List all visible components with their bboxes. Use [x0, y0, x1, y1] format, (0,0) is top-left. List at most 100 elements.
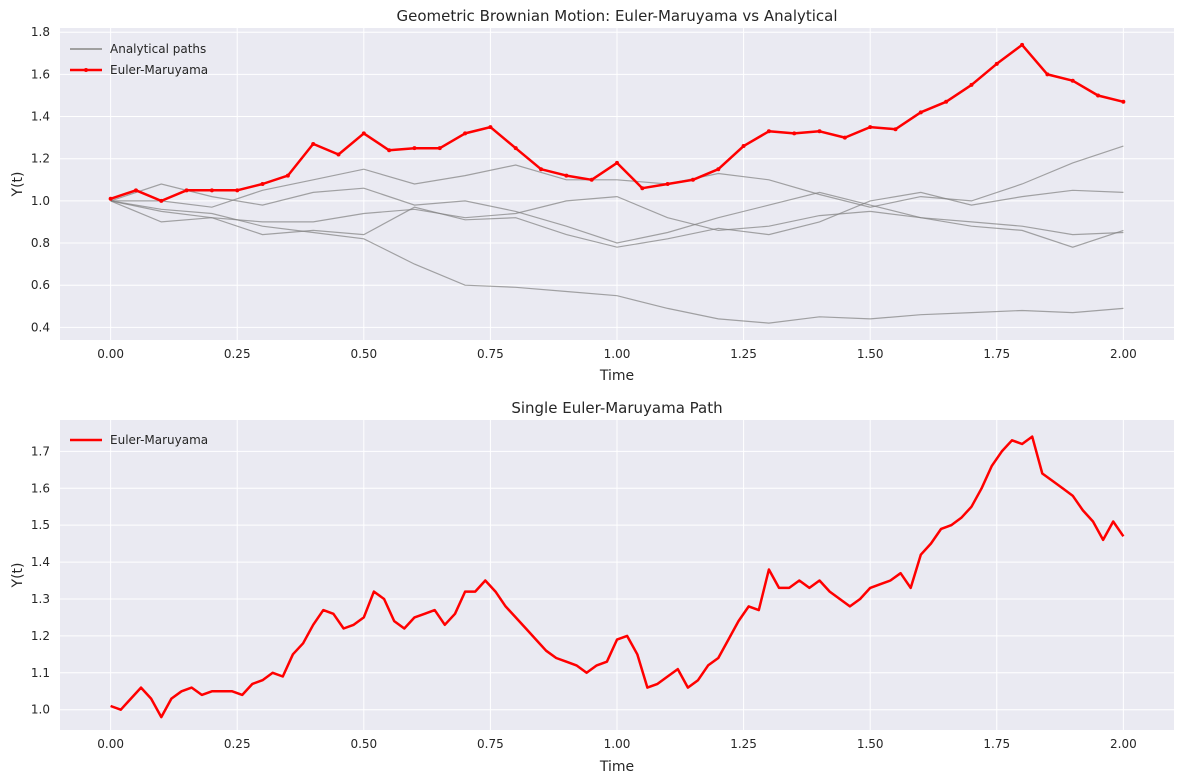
x-tick-label: 1.50 — [857, 737, 884, 751]
euler-maruyama-point — [1020, 42, 1025, 47]
euler-maruyama-point — [589, 177, 594, 182]
euler-maruyama-point — [994, 61, 999, 66]
legend-label-euler-bottom: Euler-Maruyama — [110, 433, 208, 447]
euler-maruyama-point — [944, 99, 949, 104]
analytical-path-line — [110, 183, 1124, 248]
euler-maruyama-point — [437, 146, 442, 151]
y-tick-label: 1.4 — [31, 555, 50, 569]
euler-maruyama-point — [741, 144, 746, 149]
euler-maruyama-point — [969, 82, 974, 87]
analytical-path-line — [110, 145, 1124, 208]
euler-maruyama-point — [412, 146, 417, 151]
euler-maruyama-point — [817, 129, 822, 134]
euler-maruyama-point — [918, 110, 923, 115]
euler-maruyama-point — [488, 125, 493, 130]
euler-maruyama-point — [108, 196, 113, 201]
euler-maruyama-point — [184, 188, 189, 193]
euler-maruyama-point — [766, 129, 771, 134]
x-tick-label: 1.25 — [730, 737, 757, 751]
y-tick-label: 1.5 — [31, 518, 50, 532]
euler-maruyama-point — [513, 146, 518, 151]
euler-maruyama-point — [842, 135, 847, 140]
bottom-y-axis-label: Y(t) — [10, 563, 26, 589]
euler-maruyama-point — [893, 127, 898, 132]
euler-maruyama-point — [387, 148, 392, 153]
euler-maruyama-point — [209, 188, 214, 193]
x-tick-label: 1.00 — [604, 737, 631, 751]
euler-maruyama-point — [690, 177, 695, 182]
euler-maruyama-point — [1070, 78, 1075, 83]
top-x-axis-label: Time — [599, 368, 634, 384]
euler-maruyama-point — [539, 167, 544, 172]
top-x-ticks: 0.00 0.25 0.50 0.75 1.00 1.25 1.50 1.75 2.00 — [97, 347, 1136, 361]
top-chart-title: Geometric Brownian Motion: Euler-Maruyam… — [396, 7, 837, 25]
euler-maruyama-point — [463, 131, 468, 136]
euler-maruyama-point — [336, 152, 341, 157]
x-tick-label: 1.50 — [857, 347, 884, 361]
y-tick-label: 1.4 — [31, 110, 50, 124]
euler-maruyama-point — [311, 141, 316, 146]
x-tick-label: 0.00 — [97, 347, 124, 361]
euler-maruyama-point — [1121, 99, 1126, 104]
x-tick-label: 1.25 — [730, 347, 757, 361]
top-grid — [60, 28, 1174, 340]
euler-maruyama-point — [1096, 93, 1101, 98]
bottom-x-ticks: 0.00 0.25 0.50 0.75 1.00 1.25 1.50 1.75 2.00 — [97, 737, 1136, 751]
bottom-series — [110, 435, 1125, 719]
y-tick-label: 1.6 — [31, 67, 50, 81]
legend-label-euler: Euler-Maruyama — [110, 63, 208, 77]
y-tick-label: 1.6 — [31, 481, 50, 495]
euler-maruyama-point — [615, 160, 619, 165]
x-tick-label: 2.00 — [1110, 737, 1137, 751]
y-tick-label: 1.3 — [31, 592, 50, 606]
top-y-ticks: 0.4 0.6 0.8 1.0 1.2 1.4 1.6 1.8 — [31, 25, 50, 334]
top-series — [108, 42, 1126, 324]
top-panel: 0.00 0.25 0.50 0.75 1.00 1.25 1.50 1.75 2.00 0.4… — [10, 7, 1174, 384]
legend-marker-euler — [84, 68, 88, 72]
y-tick-label: 1.1 — [31, 666, 50, 680]
y-tick-label: 0.6 — [31, 278, 50, 292]
bottom-chart-title: Single Euler-Maruyama Path — [511, 399, 722, 417]
bottom-grid — [60, 420, 1174, 730]
euler-maruyama-point — [716, 167, 721, 172]
x-tick-label: 0.25 — [224, 347, 251, 361]
top-legend: Analytical paths Euler-Maruyama — [70, 42, 208, 77]
euler-maruyama-point — [640, 186, 645, 191]
euler-maruyama-point — [868, 125, 873, 130]
x-tick-label: 0.75 — [477, 347, 504, 361]
x-tick-label: 0.50 — [350, 347, 377, 361]
x-tick-label: 1.75 — [983, 347, 1010, 361]
y-tick-label: 1.7 — [31, 444, 50, 458]
euler-maruyama-line — [110, 435, 1125, 719]
euler-maruyama-point — [564, 173, 569, 178]
x-tick-label: 0.50 — [350, 737, 377, 751]
legend-label-analytical: Analytical paths — [110, 42, 206, 56]
bottom-legend: Euler-Maruyama — [70, 433, 208, 447]
y-tick-label: 1.8 — [31, 25, 50, 39]
x-tick-label: 1.00 — [604, 347, 631, 361]
euler-maruyama-point — [665, 182, 670, 186]
analytical-path-line — [110, 189, 1124, 248]
euler-maruyama-point — [133, 188, 138, 193]
top-y-axis-label: Y(t) — [10, 172, 26, 198]
y-tick-label: 1.0 — [31, 194, 50, 208]
bottom-x-axis-label: Time — [599, 759, 634, 775]
x-tick-label: 2.00 — [1110, 347, 1137, 361]
x-tick-label: 0.25 — [224, 737, 251, 751]
euler-maruyama-point — [235, 188, 240, 193]
analytical-path-line — [110, 195, 1124, 236]
euler-maruyama-point — [159, 198, 164, 203]
y-tick-label: 1.0 — [31, 703, 50, 717]
euler-maruyama-point — [260, 182, 265, 186]
euler-maruyama-point — [1045, 72, 1050, 77]
bottom-y-ticks: 1.0 1.1 1.2 1.3 1.4 1.5 1.6 1.7 — [31, 444, 50, 716]
bottom-panel: 0.00 0.25 0.50 0.75 1.00 1.25 1.50 1.75 2.00 1.0… — [10, 399, 1174, 775]
y-tick-label: 1.2 — [31, 152, 50, 166]
y-tick-label: 1.2 — [31, 629, 50, 643]
analytical-path-line — [110, 200, 1124, 324]
euler-maruyama-point — [361, 131, 366, 136]
x-tick-label: 1.75 — [983, 737, 1010, 751]
y-tick-label: 0.8 — [31, 236, 50, 250]
x-tick-label: 0.75 — [477, 737, 504, 751]
